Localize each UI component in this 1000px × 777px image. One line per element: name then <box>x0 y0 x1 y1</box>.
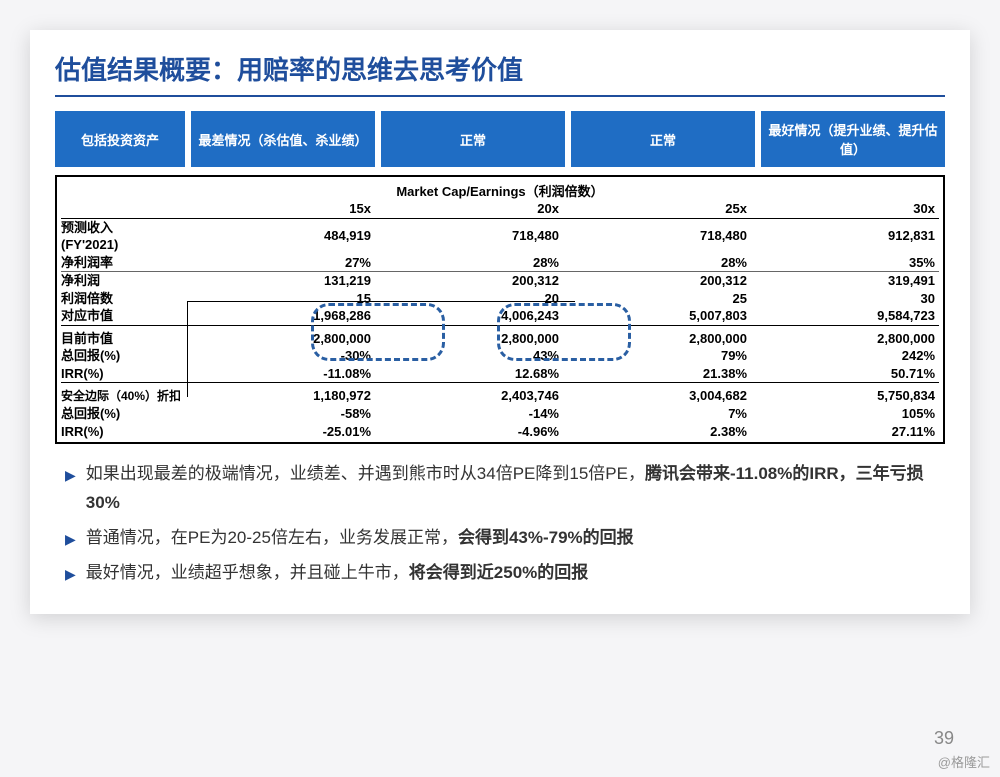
valuation-table: Market Cap/Earnings（利润倍数） 15x 20x 25x 30… <box>55 175 945 444</box>
header-worst: 最差情况（杀估值、杀业绩） <box>191 111 375 167</box>
table-row: 目前市值 2,800,000 2,800,000 2,800,000 2,800… <box>61 330 939 348</box>
table-row: IRR(%) -25.01% -4.96% 2.38% 27.11% <box>61 423 939 441</box>
table-row: IRR(%) -11.08% 12.68% 21.38% 50.71% <box>61 365 939 384</box>
table-row: 总回报(%) -58% -14% 7% 105% <box>61 405 939 423</box>
table-row: 净利润率 27% 28% 28% 35% <box>61 254 939 273</box>
bullet-list: ▶ 如果出现最差的极端情况，业绩差、并遇到熊市时从34倍PE降到15倍PE，腾讯… <box>55 460 945 588</box>
bullet-arrow-icon: ▶ <box>65 559 76 588</box>
multiplier-row: 15x 20x 25x 30x <box>61 200 939 219</box>
column-headers: 包括投资资产 最差情况（杀估值、杀业绩） 正常 正常 最好情况（提升业绩、提升估… <box>55 111 945 167</box>
page-number: 39 <box>934 728 954 749</box>
table-row: 对应市值 1,968,286 4,006,243 5,007,803 9,584… <box>61 307 939 326</box>
table-row: 预测收入 (FY'2021) 484,919 718,480 718,480 9… <box>61 219 939 254</box>
header-assets: 包括投资资产 <box>55 111 185 167</box>
bullet-arrow-icon: ▶ <box>65 524 76 553</box>
header-best: 最好情况（提升业绩、提升估值） <box>761 111 945 167</box>
slide: 估值结果概要：用赔率的思维去思考价值 包括投资资产 最差情况（杀估值、杀业绩） … <box>30 30 970 614</box>
table-row: 净利润 131,219 200,312 200,312 319,491 <box>61 272 939 290</box>
table-row: 总回报(%) -30% 43% 79% 242% <box>61 347 939 365</box>
bullet-arrow-icon: ▶ <box>65 460 76 518</box>
table-row: 利润倍数 15 20 25 30 <box>61 290 939 308</box>
bullet-item: ▶ 最好情况，业绩超乎想象，并且碰上牛市，将会得到近250%的回报 <box>65 559 935 588</box>
bullet-item: ▶ 如果出现最差的极端情况，业绩差、并遇到熊市时从34倍PE降到15倍PE，腾讯… <box>65 460 935 518</box>
bullet-item: ▶ 普通情况，在PE为20-25倍左右，业务发展正常，会得到43%-79%的回报 <box>65 524 935 553</box>
header-normal-2: 正常 <box>571 111 755 167</box>
table-section-title: Market Cap/Earnings（利润倍数） <box>61 179 939 200</box>
header-normal-1: 正常 <box>381 111 565 167</box>
slide-title: 估值结果概要：用赔率的思维去思考价值 <box>55 40 945 97</box>
table-row: 安全边际（40%）折扣 1,180,972 2,403,746 3,004,68… <box>61 387 939 405</box>
watermark: @格隆汇 <box>938 752 990 771</box>
